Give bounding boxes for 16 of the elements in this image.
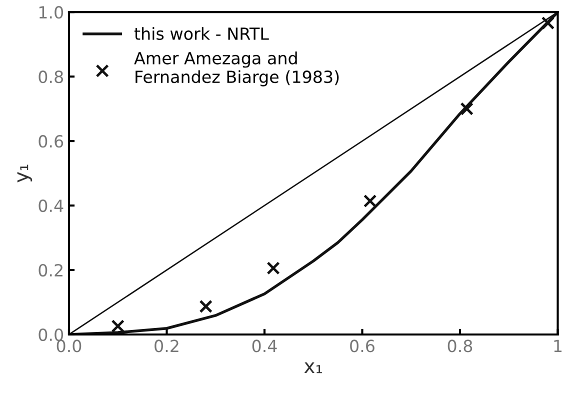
x-axis-title: x₁ bbox=[304, 362, 322, 374]
y-axis-title: y₁ bbox=[17, 164, 32, 182]
x-tick-label: 1 bbox=[554, 340, 562, 352]
legend-label: this work - NRTL bbox=[134, 27, 269, 40]
y-tick-label: 0.8 bbox=[38, 70, 63, 84]
y-tick-label: 0.6 bbox=[38, 135, 64, 148]
x-tick-label: 0.8 bbox=[448, 340, 472, 352]
x-tick-label: 0.0 bbox=[56, 340, 82, 352]
y-tick-label: 0.4 bbox=[38, 199, 64, 212]
x-tick-label: 0.4 bbox=[252, 340, 277, 352]
y-tick-label: 0.2 bbox=[38, 264, 62, 277]
x-tick-label: 0.2 bbox=[154, 340, 178, 352]
x-tick-label: 0.6 bbox=[350, 340, 374, 352]
legend-label: Amer Amezaga and Fernandez Biarge (1983) bbox=[134, 52, 339, 86]
y-tick-label: 1.0 bbox=[39, 6, 64, 19]
y-tick-label: 0.0 bbox=[38, 328, 64, 342]
